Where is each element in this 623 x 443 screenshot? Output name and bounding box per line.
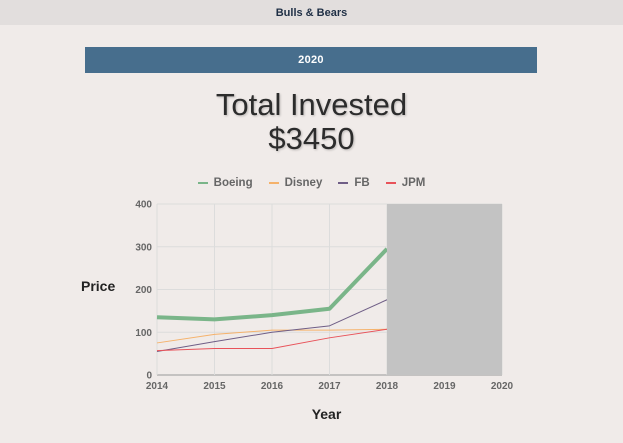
year-label: 2020: [298, 54, 324, 66]
y-tick-label: 300: [135, 242, 152, 253]
year-selector-bar[interactable]: 2020: [85, 47, 537, 73]
x-tick-label: 2017: [318, 381, 341, 392]
app-title: Bulls & Bears: [275, 6, 348, 19]
x-tick-label: 2015: [203, 381, 226, 392]
series-line-boeing: [156, 247, 389, 322]
y-tick-label: 400: [135, 200, 152, 211]
y-axis-label: Price: [81, 278, 116, 294]
x-tick-label: 2014: [146, 381, 169, 392]
legend-swatch-disney: [268, 182, 279, 184]
legend-item-disney[interactable]: Disney: [268, 175, 323, 191]
legend-label-disney: Disney: [284, 177, 323, 189]
legend-item-jpm[interactable]: JPM: [385, 175, 426, 191]
future-range-mask: [387, 204, 502, 375]
series-line-fb: [156, 299, 388, 352]
total-invested-value: $3450: [268, 121, 355, 156]
series-line-disney: [156, 328, 388, 344]
x-axis-label: Year: [311, 406, 342, 422]
x-tick-label: 2020: [491, 381, 514, 392]
total-invested-label: Total Invested: [215, 87, 408, 122]
app-header: Bulls & Bears: [0, 0, 623, 25]
y-tick-label: 0: [146, 371, 152, 382]
legend-item-fb[interactable]: FB: [338, 175, 370, 191]
y-tick-label: 100: [135, 328, 152, 339]
legend-swatch-fb: [338, 182, 349, 184]
y-tick-label: 200: [135, 285, 152, 296]
legend-swatch-jpm: [385, 182, 396, 184]
x-tick-label: 2016: [261, 381, 284, 392]
total-invested-heading: Total Invested $3450: [0, 88, 623, 156]
legend-item-boeing[interactable]: Boeing: [197, 175, 253, 191]
x-tick-label: 2019: [433, 381, 456, 392]
legend-label-boeing: Boeing: [213, 177, 253, 189]
legend-label-jpm: JPM: [401, 177, 426, 189]
series-line-jpm: [156, 328, 388, 352]
chart-legend: Boeing Disney FB JPM: [0, 175, 623, 191]
legend-swatch-boeing: [197, 182, 208, 184]
legend-label-fb: FB: [354, 177, 370, 189]
x-tick-label: 2018: [376, 381, 399, 392]
